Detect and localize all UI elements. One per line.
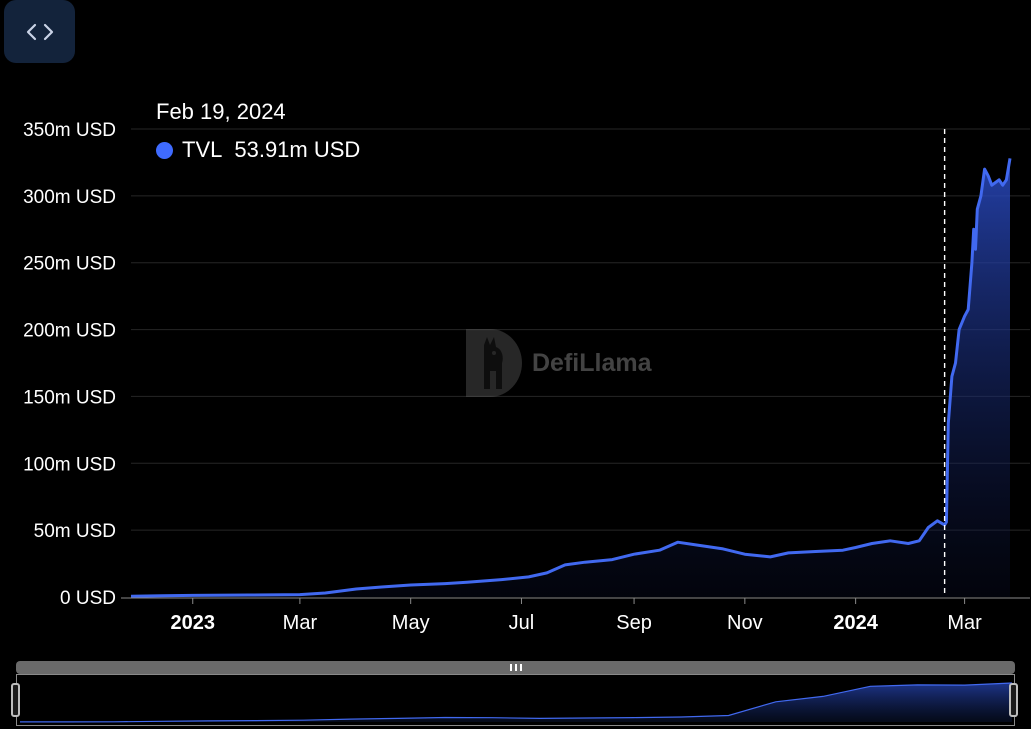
x-tick-label: Nov — [727, 612, 763, 634]
tooltip-value: 53.91m USD — [234, 137, 361, 162]
y-tick-label: 200m USD — [23, 321, 116, 342]
tvl-area — [131, 158, 1010, 597]
overview-area — [20, 683, 1012, 722]
y-tick-label: 300m USD — [23, 187, 116, 208]
x-tick-label: Sep — [616, 612, 652, 634]
y-tick-label: 150m USD — [23, 387, 116, 408]
y-tick-label: 350m USD — [23, 120, 116, 141]
y-tick-label: 100m USD — [23, 454, 116, 475]
tooltip-row: TVL 53.91m USD — [156, 137, 360, 163]
tooltip-date: Feb 19, 2024 — [156, 99, 286, 124]
x-tick-label: Mar — [947, 612, 982, 634]
llama-logo-icon — [466, 329, 522, 397]
defillama-watermark: DefiLlama — [458, 327, 651, 399]
x-tick-label: 2023 — [170, 612, 215, 634]
tvl-line — [130, 158, 1012, 598]
slider-grip-icon[interactable] — [510, 664, 522, 671]
tooltip-series-name: TVL — [182, 137, 223, 162]
range-handle-left[interactable] — [11, 683, 20, 717]
y-tick-label: 0 USD — [60, 588, 116, 609]
range-handle-right[interactable] — [1009, 683, 1018, 717]
x-tick-label: 2024 — [833, 612, 878, 634]
x-tick-label: Jul — [509, 612, 535, 634]
watermark-text: DefiLlama — [532, 348, 652, 377]
range-slider-window[interactable] — [16, 674, 1015, 726]
embed-code-button[interactable] — [4, 0, 75, 63]
overview-line — [20, 682, 1013, 723]
x-tick-label: Mar — [283, 612, 318, 634]
y-tick-label: 250m USD — [23, 254, 116, 275]
x-tick-label: May — [392, 612, 430, 634]
code-brackets-icon — [26, 23, 53, 40]
y-tick-label: 50m USD — [34, 521, 116, 542]
series-color-dot — [156, 141, 173, 159]
